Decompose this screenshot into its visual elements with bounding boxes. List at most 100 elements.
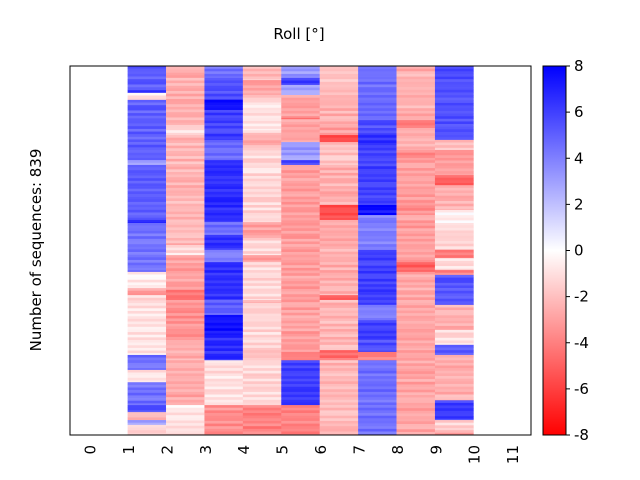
colorbar-tick-label: -8 <box>574 426 589 444</box>
heatmap-cell <box>204 230 244 233</box>
heatmap-cell <box>281 71 320 75</box>
heatmap-cell <box>242 207 282 211</box>
heatmap-cell <box>242 140 282 144</box>
heatmap-cell <box>281 246 320 250</box>
heatmap-cell <box>358 120 397 124</box>
heatmap-cell <box>204 170 244 174</box>
heatmap-cell <box>434 370 474 374</box>
heatmap-cell <box>204 175 244 179</box>
heatmap-cell <box>434 173 474 176</box>
heatmap-cell <box>358 265 397 269</box>
heatmap-cell <box>166 276 205 280</box>
heatmap-cell <box>166 305 205 309</box>
heatmap-cell <box>396 238 436 242</box>
heatmap-cell <box>319 318 359 322</box>
heatmap-cell <box>396 175 436 179</box>
heatmap-cell <box>166 313 205 317</box>
heatmap-cell <box>358 192 397 196</box>
heatmap-cell <box>127 277 167 281</box>
heatmap-cell <box>127 329 167 333</box>
heatmap-cell <box>166 336 205 340</box>
heatmap-cell <box>242 347 282 351</box>
heatmap-cell <box>434 137 474 141</box>
heatmap-cell <box>166 179 205 183</box>
heatmap-cell <box>434 340 474 344</box>
heatmap-cell <box>281 315 320 319</box>
heatmap-cell <box>166 150 205 154</box>
heatmap-cell <box>204 373 244 377</box>
heatmap-cell <box>204 283 244 287</box>
heatmap-cell <box>358 345 397 349</box>
heatmap-cell <box>204 325 244 329</box>
heatmap-cell <box>281 212 320 216</box>
heatmap-cell <box>434 233 474 237</box>
heatmap-cell <box>204 153 244 157</box>
heatmap-cell <box>396 89 436 93</box>
heatmap-cell <box>127 345 167 349</box>
heatmap-cell <box>127 354 167 358</box>
heatmap-cell <box>319 113 359 117</box>
heatmap-cell <box>242 118 282 122</box>
heatmap-cell <box>166 299 205 303</box>
heatmap-cell <box>166 190 205 194</box>
heatmap-cell <box>242 142 282 146</box>
heatmap-cell <box>127 334 167 338</box>
heatmap-cell <box>319 130 359 134</box>
heatmap-cell <box>396 122 436 126</box>
heatmap-cell <box>242 245 282 249</box>
heatmap-cell <box>358 383 397 387</box>
heatmap-cell <box>319 225 359 229</box>
heatmap-cell <box>358 182 397 186</box>
heatmap-cell <box>319 144 359 148</box>
heatmap-cell <box>281 108 320 112</box>
heatmap-cell <box>434 258 474 262</box>
heatmap-cell <box>281 249 320 253</box>
heatmap-cell <box>434 208 474 211</box>
heatmap-cell <box>358 236 397 240</box>
heatmap-cell <box>242 280 282 284</box>
heatmap-cell <box>127 98 167 101</box>
heatmap-cell <box>166 203 205 207</box>
heatmap-cell <box>358 386 397 390</box>
heatmap-cell <box>281 399 320 403</box>
heatmap-cell <box>204 365 244 369</box>
heatmap-cell <box>358 241 397 245</box>
heatmap-cell <box>127 318 167 322</box>
heatmap-cell <box>166 378 205 382</box>
heatmap-cell <box>127 66 167 69</box>
heatmap-cell <box>242 243 282 247</box>
chart-title: Roll [°] <box>273 25 324 43</box>
heatmap-cell <box>319 230 359 234</box>
heatmap-cell <box>127 287 167 289</box>
heatmap-cell <box>204 112 244 116</box>
heatmap-cell <box>242 87 282 91</box>
heatmap-cell <box>434 180 474 184</box>
heatmap-cell <box>434 310 474 314</box>
heatmap-cell <box>358 130 397 134</box>
heatmap-cell <box>242 410 282 414</box>
heatmap-cell <box>242 420 282 424</box>
heatmap-cell <box>396 173 436 177</box>
heatmap-cell <box>242 186 282 190</box>
heatmap-cell <box>127 118 167 122</box>
heatmap-cell <box>396 384 436 388</box>
heatmap-cell <box>127 144 167 148</box>
heatmap-cell <box>166 224 205 228</box>
heatmap-cell <box>281 217 320 221</box>
heatmap-cell <box>319 178 359 182</box>
heatmap-cell <box>281 362 320 366</box>
heatmap-cell <box>358 79 397 83</box>
heatmap-cell <box>358 373 397 377</box>
heatmap-cell <box>127 95 167 99</box>
heatmap-cell <box>166 182 205 186</box>
heatmap-cell <box>166 318 205 322</box>
heatmap-cell <box>396 287 436 291</box>
heatmap-cell <box>127 412 167 416</box>
heatmap-cell <box>434 97 474 101</box>
heatmap-cell <box>166 171 205 175</box>
heatmap-cell <box>127 387 167 391</box>
heatmap-cell <box>281 402 320 406</box>
heatmap-cell <box>166 85 205 89</box>
heatmap-cell <box>434 116 474 120</box>
heatmap-cell <box>434 397 474 401</box>
